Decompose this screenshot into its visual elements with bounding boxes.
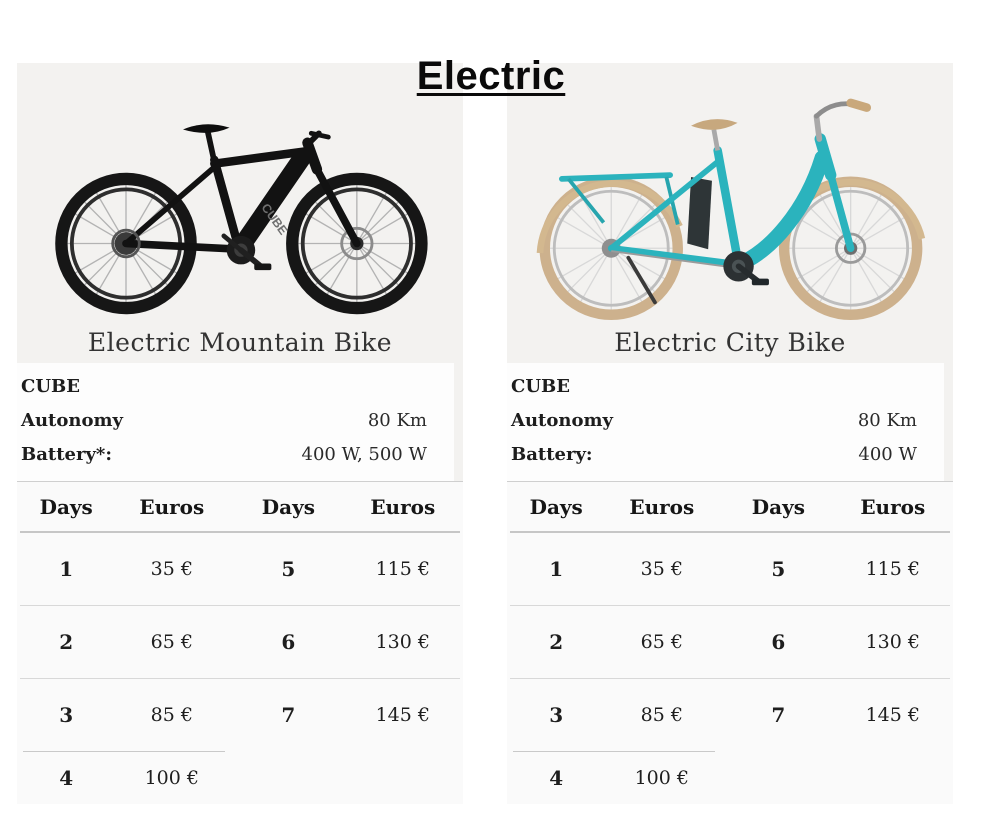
mountain-bike-specs: CUBE Autonomy 80 Km Battery*: 400 W, 500…	[17, 363, 454, 481]
table-row: 3 85 € 7 145 €	[20, 678, 460, 751]
brand-label: CUBE	[21, 376, 80, 397]
spec-brand-row: CUBE	[21, 370, 427, 404]
mountain-bike-image: CUBE Electric Mountain Bike	[17, 63, 463, 363]
cell-euros: 145 €	[865, 704, 920, 726]
divider	[17, 481, 463, 482]
cell-euros: 35 €	[150, 558, 193, 580]
price-table-header: Days Euros Days Euros	[510, 482, 950, 533]
cell-euros: 65 €	[640, 631, 683, 653]
header-euros-2: Euros	[370, 494, 436, 519]
city-bike-image: Electric City Bike	[507, 63, 953, 363]
header-days-2: Days	[751, 494, 805, 519]
city-bike-specs: CUBE Autonomy 80 Km Battery: 400 W	[507, 363, 944, 481]
city-bike-illustration	[536, 98, 926, 320]
header-days-1: Days	[39, 494, 93, 519]
header-euros-2: Euros	[860, 494, 926, 519]
brand-label: CUBE	[511, 376, 570, 397]
table-row: 1 35 € 5 115 €	[510, 533, 950, 605]
bike-cards-container: CUBE Electric Mountain Bike CUBE Autonom…	[17, 63, 953, 804]
battery-value: 400 W, 500 W	[301, 444, 427, 465]
partial-divider	[513, 751, 716, 752]
cell-days: 5	[281, 557, 296, 581]
header-days-2: Days	[261, 494, 315, 519]
bike-name: Electric Mountain Bike	[87, 328, 393, 357]
cell-euros: 130 €	[865, 631, 920, 653]
cell-days: 4	[59, 766, 74, 790]
cell-days: 2	[549, 630, 564, 654]
cell-days: 7	[771, 703, 786, 727]
table-row: 2 65 € 6 130 €	[20, 605, 460, 678]
cell-days: 4	[549, 766, 564, 790]
cell-days: 1	[59, 557, 74, 581]
mountain-bike-illustration: CUBE	[55, 124, 428, 315]
cell-euros: 35 €	[640, 558, 683, 580]
table-row: 2 65 € 6 130 €	[510, 605, 950, 678]
cell-euros: 85 €	[150, 704, 193, 726]
cell-euros: 100 €	[634, 767, 689, 789]
cell-days: 7	[281, 703, 296, 727]
header-days-1: Days	[529, 494, 583, 519]
page-title-text: Electric	[416, 54, 566, 98]
bike-name: Electric City Bike	[614, 328, 846, 357]
spec-battery-row: Battery*: 400 W, 500 W	[21, 438, 427, 472]
mountain-bike-card: CUBE Electric Mountain Bike CUBE Autonom…	[17, 63, 463, 804]
cell-days: 5	[771, 557, 786, 581]
header-euros-1: Euros	[629, 494, 695, 519]
cell-euros: 145 €	[375, 704, 430, 726]
table-row: 1 35 € 5 115 €	[20, 533, 460, 605]
table-row: 4 100 €	[20, 752, 460, 804]
page-title: Electric	[0, 54, 982, 99]
cell-days: 6	[281, 630, 296, 654]
divider	[507, 481, 953, 482]
spec-autonomy-row: Autonomy 80 Km	[21, 404, 427, 438]
cell-euros: 85 €	[640, 704, 683, 726]
cell-euros: 115 €	[865, 558, 920, 580]
autonomy-label: Autonomy	[511, 410, 613, 431]
battery-value: 400 W	[858, 444, 917, 465]
city-bike-price-table: Days Euros Days Euros 1 35 € 5 115 € 2 6…	[507, 482, 953, 804]
autonomy-value: 80 Km	[857, 410, 917, 431]
battery-label: Battery*:	[21, 444, 112, 465]
cell-days: 3	[549, 703, 564, 727]
autonomy-value: 80 Km	[367, 410, 427, 431]
cell-euros: 65 €	[150, 631, 193, 653]
table-row: 3 85 € 7 145 €	[510, 678, 950, 751]
spec-brand-row: CUBE	[511, 370, 917, 404]
spec-battery-row: Battery: 400 W	[511, 438, 917, 472]
cell-days: 6	[771, 630, 786, 654]
autonomy-label: Autonomy	[21, 410, 123, 431]
cell-days: 2	[59, 630, 74, 654]
spec-autonomy-row: Autonomy 80 Km	[511, 404, 917, 438]
cell-euros: 130 €	[375, 631, 430, 653]
cell-euros: 115 €	[375, 558, 430, 580]
cell-euros: 100 €	[144, 767, 199, 789]
table-row: 4 100 €	[510, 752, 950, 804]
mountain-bike-price-table: Days Euros Days Euros 1 35 € 5 115 € 2 6…	[17, 482, 463, 804]
cell-days: 1	[549, 557, 564, 581]
cell-days: 3	[59, 703, 74, 727]
partial-divider	[23, 751, 226, 752]
battery-label: Battery:	[511, 444, 593, 465]
price-table-header: Days Euros Days Euros	[20, 482, 460, 533]
city-bike-card: Electric City Bike CUBE Autonomy 80 Km B…	[507, 63, 953, 804]
header-euros-1: Euros	[139, 494, 205, 519]
